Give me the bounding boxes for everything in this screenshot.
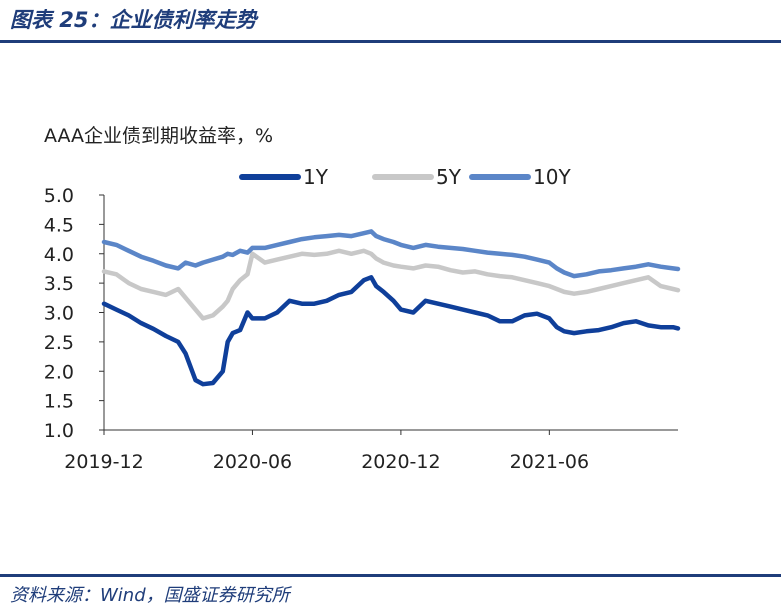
x-tick-label: 2020-06: [213, 451, 292, 473]
bottom-rule: [0, 574, 781, 577]
y-tick-label: 4.5: [44, 214, 74, 236]
series-line-1y: [101, 275, 681, 387]
plot-area: [101, 229, 681, 387]
legend-label-10y: 10Y: [533, 165, 571, 189]
x-axis: 2019-12 2020-06 2020-12 2021-06: [64, 429, 678, 473]
y-tick-label: 2.0: [44, 361, 74, 383]
x-tick-label: 2019-12: [64, 451, 143, 473]
y-tick-label: 3.5: [44, 273, 74, 295]
y-axis: 5.0 4.5 4.0 3.5 3.0 2.5 2.0 1.5 1.0: [44, 185, 105, 442]
top-rule: [0, 40, 781, 43]
y-tick-label: 1.0: [44, 420, 74, 442]
series-line-5y: [101, 248, 681, 321]
x-tick-label: 2021-06: [510, 451, 589, 473]
x-tick-label: 2020-12: [361, 451, 440, 473]
legend-label-5y: 5Y: [436, 165, 462, 189]
y-tick-label: 4.0: [44, 244, 74, 266]
source-note: 资料来源：Wind，国盛证券研究所: [10, 585, 290, 606]
legend-label-1y: 1Y: [303, 165, 329, 189]
series-line-10y: [101, 229, 681, 279]
y-tick-label: 2.5: [44, 332, 74, 354]
y-tick-label: 5.0: [44, 185, 74, 207]
y-tick-label: 3.0: [44, 303, 74, 325]
chart-title: AAA企业债到期收益率，%: [44, 125, 273, 147]
figure-title: 图表 25：企业债利率走势: [10, 8, 257, 32]
y-tick-label: 1.5: [44, 391, 74, 413]
legend: 1Y 5Y 10Y: [239, 165, 571, 189]
